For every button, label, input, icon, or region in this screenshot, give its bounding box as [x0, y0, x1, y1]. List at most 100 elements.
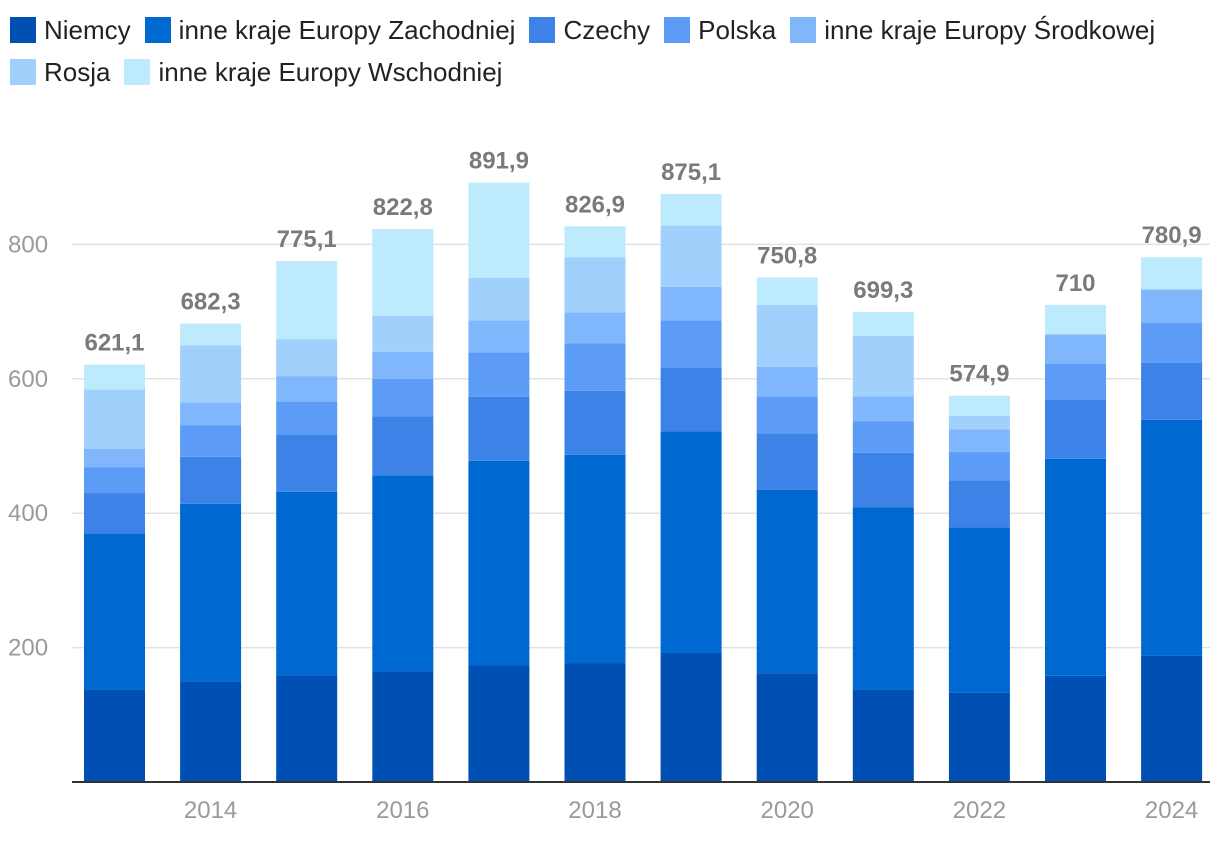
bar-segment-2015-inne-kraje-europy-zachodniej: [276, 491, 338, 676]
bar-segment-2023-inne-kraje-europy-wschodniej: [1045, 304, 1106, 335]
bar-segment-2018-inne-kraje-europy-wschodniej: [564, 226, 626, 258]
bar-segment-2018-niemcy: [564, 663, 626, 782]
legend-item-inne-kraje-europy-zachodniej: inne kraje Europy Zachodniej: [144, 14, 516, 46]
bar-segment-2021-inne-kraje-europy-srodkowej: [852, 396, 914, 422]
legend-label: Niemcy: [44, 14, 131, 45]
bar-group-2023: [1045, 304, 1106, 782]
bar-segment-2017-inne-kraje-europy-zachodniej: [468, 460, 530, 666]
bar-segment-2023-inne-kraje-europy-zachodniej: [1045, 458, 1106, 676]
bar-group-2016: [372, 229, 434, 782]
total-label-2013: 621,1: [84, 330, 144, 357]
bar-segment-2022-niemcy: [948, 692, 1010, 782]
bar-segment-2013-rosja: [84, 389, 145, 449]
legend-label: Czechy: [563, 14, 651, 45]
bar-segment-2014-polska: [180, 425, 242, 457]
bar-segment-2016-inne-kraje-europy-wschodniej: [372, 229, 434, 316]
bar-segment-2013-niemcy: [84, 689, 145, 782]
total-label-2014: 682,3: [181, 288, 241, 315]
x-tick-label-2018: 2018: [568, 797, 621, 824]
bar-segment-2022-inne-kraje-europy-zachodniej: [948, 527, 1010, 693]
x-tick-label-2016: 2016: [376, 797, 429, 824]
y-tick-label-600: 600: [8, 366, 48, 393]
bar-segment-2015-inne-kraje-europy-srodkowej: [276, 376, 338, 402]
legend-label: inne kraje Europy Środkowej: [824, 14, 1156, 45]
total-label-2018: 826,9: [565, 191, 625, 218]
bars: [84, 182, 1203, 782]
bar-segment-2014-inne-kraje-europy-zachodniej: [180, 503, 242, 682]
x-tick-label-2014: 2014: [184, 797, 237, 824]
legend-item-inne-kraje-europy-wschodniej: inne kraje Europy Wschodniej: [124, 56, 502, 88]
bar-segment-2017-czechy: [468, 396, 530, 461]
bar-segment-2018-czechy: [564, 390, 626, 455]
bar-group-2015: [276, 261, 338, 782]
bar-segment-2024-czechy: [1141, 362, 1203, 420]
bar-segment-2024-polska: [1141, 323, 1203, 363]
bar-segment-2015-niemcy: [276, 675, 338, 782]
bar-segment-2018-inne-kraje-europy-srodkowej: [564, 312, 626, 344]
total-label-2022: 574,9: [949, 361, 1009, 388]
bar-segment-2017-inne-kraje-europy-wschodniej: [468, 182, 530, 278]
bar-segment-2019-inne-kraje-europy-srodkowej: [660, 286, 722, 321]
bar-segment-2016-czechy: [372, 416, 434, 476]
bar-group-2017: [468, 182, 530, 782]
total-label-2016: 822,8: [373, 194, 433, 221]
bar-segment-2016-inne-kraje-europy-zachodniej: [372, 475, 434, 672]
total-label-2020: 750,8: [757, 242, 817, 269]
bar-segment-2017-rosja: [468, 278, 530, 321]
bar-segment-2019-czechy: [660, 367, 722, 432]
x-axis-tick-labels: 2014 2016 2018 2020 2022 2024: [184, 797, 1198, 824]
bar-segment-2014-inne-kraje-europy-wschodniej: [180, 323, 242, 346]
bar-segment-2015-inne-kraje-europy-wschodniej: [276, 261, 338, 340]
bar-segment-2022-czechy: [948, 480, 1010, 528]
bar-segment-2020-niemcy: [756, 673, 818, 782]
legend-label: Polska: [698, 14, 777, 45]
legend-swatch: [529, 17, 556, 43]
chart-legend: Niemcy inne kraje Europy Zachodniej Czechy…: [10, 14, 1210, 88]
bar-segment-2022-rosja: [948, 415, 1010, 430]
total-label-2019: 875,1: [661, 159, 721, 186]
x-tick-label-2022: 2022: [953, 797, 1006, 824]
legend-swatch: [664, 17, 691, 43]
legend-item-polska: Polska: [664, 14, 776, 46]
bar-segment-2016-polska: [372, 378, 434, 417]
legend-label: inne kraje Europy Zachodniej: [178, 14, 516, 45]
total-label-2015: 775,1: [277, 226, 337, 253]
legend-label: Rosja: [44, 56, 111, 87]
bar-segment-2016-niemcy: [372, 671, 434, 782]
bar-segment-2021-inne-kraje-europy-zachodniej: [852, 507, 914, 690]
bar-group-2018: [564, 226, 626, 782]
bar-segment-2019-polska: [660, 320, 722, 368]
bar-segment-2013-polska: [84, 467, 145, 494]
legend-item-czechy: Czechy: [529, 14, 650, 46]
bar-total-labels: 621,1 682,3 775,1 822,8 891,9 826,9 875,1 750,8…: [84, 148, 1201, 388]
bar-segment-2020-rosja: [756, 304, 818, 367]
bar-segment-2013-inne-kraje-europy-srodkowej: [84, 448, 145, 468]
bar-segment-2018-inne-kraje-europy-zachodniej: [564, 454, 626, 664]
bar-segment-2023-inne-kraje-europy-srodkowej: [1045, 334, 1106, 365]
bar-group-2022: [948, 395, 1010, 782]
bar-segment-2021-inne-kraje-europy-wschodniej: [852, 312, 914, 336]
y-tick-label-800: 800: [8, 231, 48, 258]
total-label-2023: 710: [1055, 270, 1095, 297]
bar-group-2013: [84, 364, 145, 782]
legend-swatch: [10, 17, 36, 43]
legend-label: inne kraje Europy Wschodniej: [158, 56, 503, 87]
bar-segment-2020-polska: [756, 396, 818, 434]
bar-segment-2019-inne-kraje-europy-zachodniej: [660, 431, 722, 653]
bar-segment-2021-niemcy: [852, 689, 914, 782]
legend-swatch: [144, 17, 171, 43]
bar-segment-2013-inne-kraje-europy-wschodniej: [84, 364, 145, 390]
bar-segment-2017-niemcy: [468, 665, 530, 782]
bar-group-2021: [852, 312, 914, 782]
legend-swatch: [124, 59, 151, 85]
bar-segment-2020-inne-kraje-europy-wschodniej: [756, 277, 818, 305]
bar-segment-2014-niemcy: [180, 681, 242, 782]
bar-segment-2024-inne-kraje-europy-zachodniej: [1141, 419, 1203, 656]
bar-segment-2024-inne-kraje-europy-wschodniej: [1141, 257, 1203, 290]
total-label-2021: 699,3: [853, 277, 913, 304]
bar-segment-2015-polska: [276, 401, 338, 435]
bar-group-2024: [1141, 257, 1203, 782]
bar-segment-2023-czechy: [1045, 399, 1106, 459]
bar-segment-2023-polska: [1045, 364, 1106, 400]
bar-segment-2019-rosja: [660, 225, 722, 287]
